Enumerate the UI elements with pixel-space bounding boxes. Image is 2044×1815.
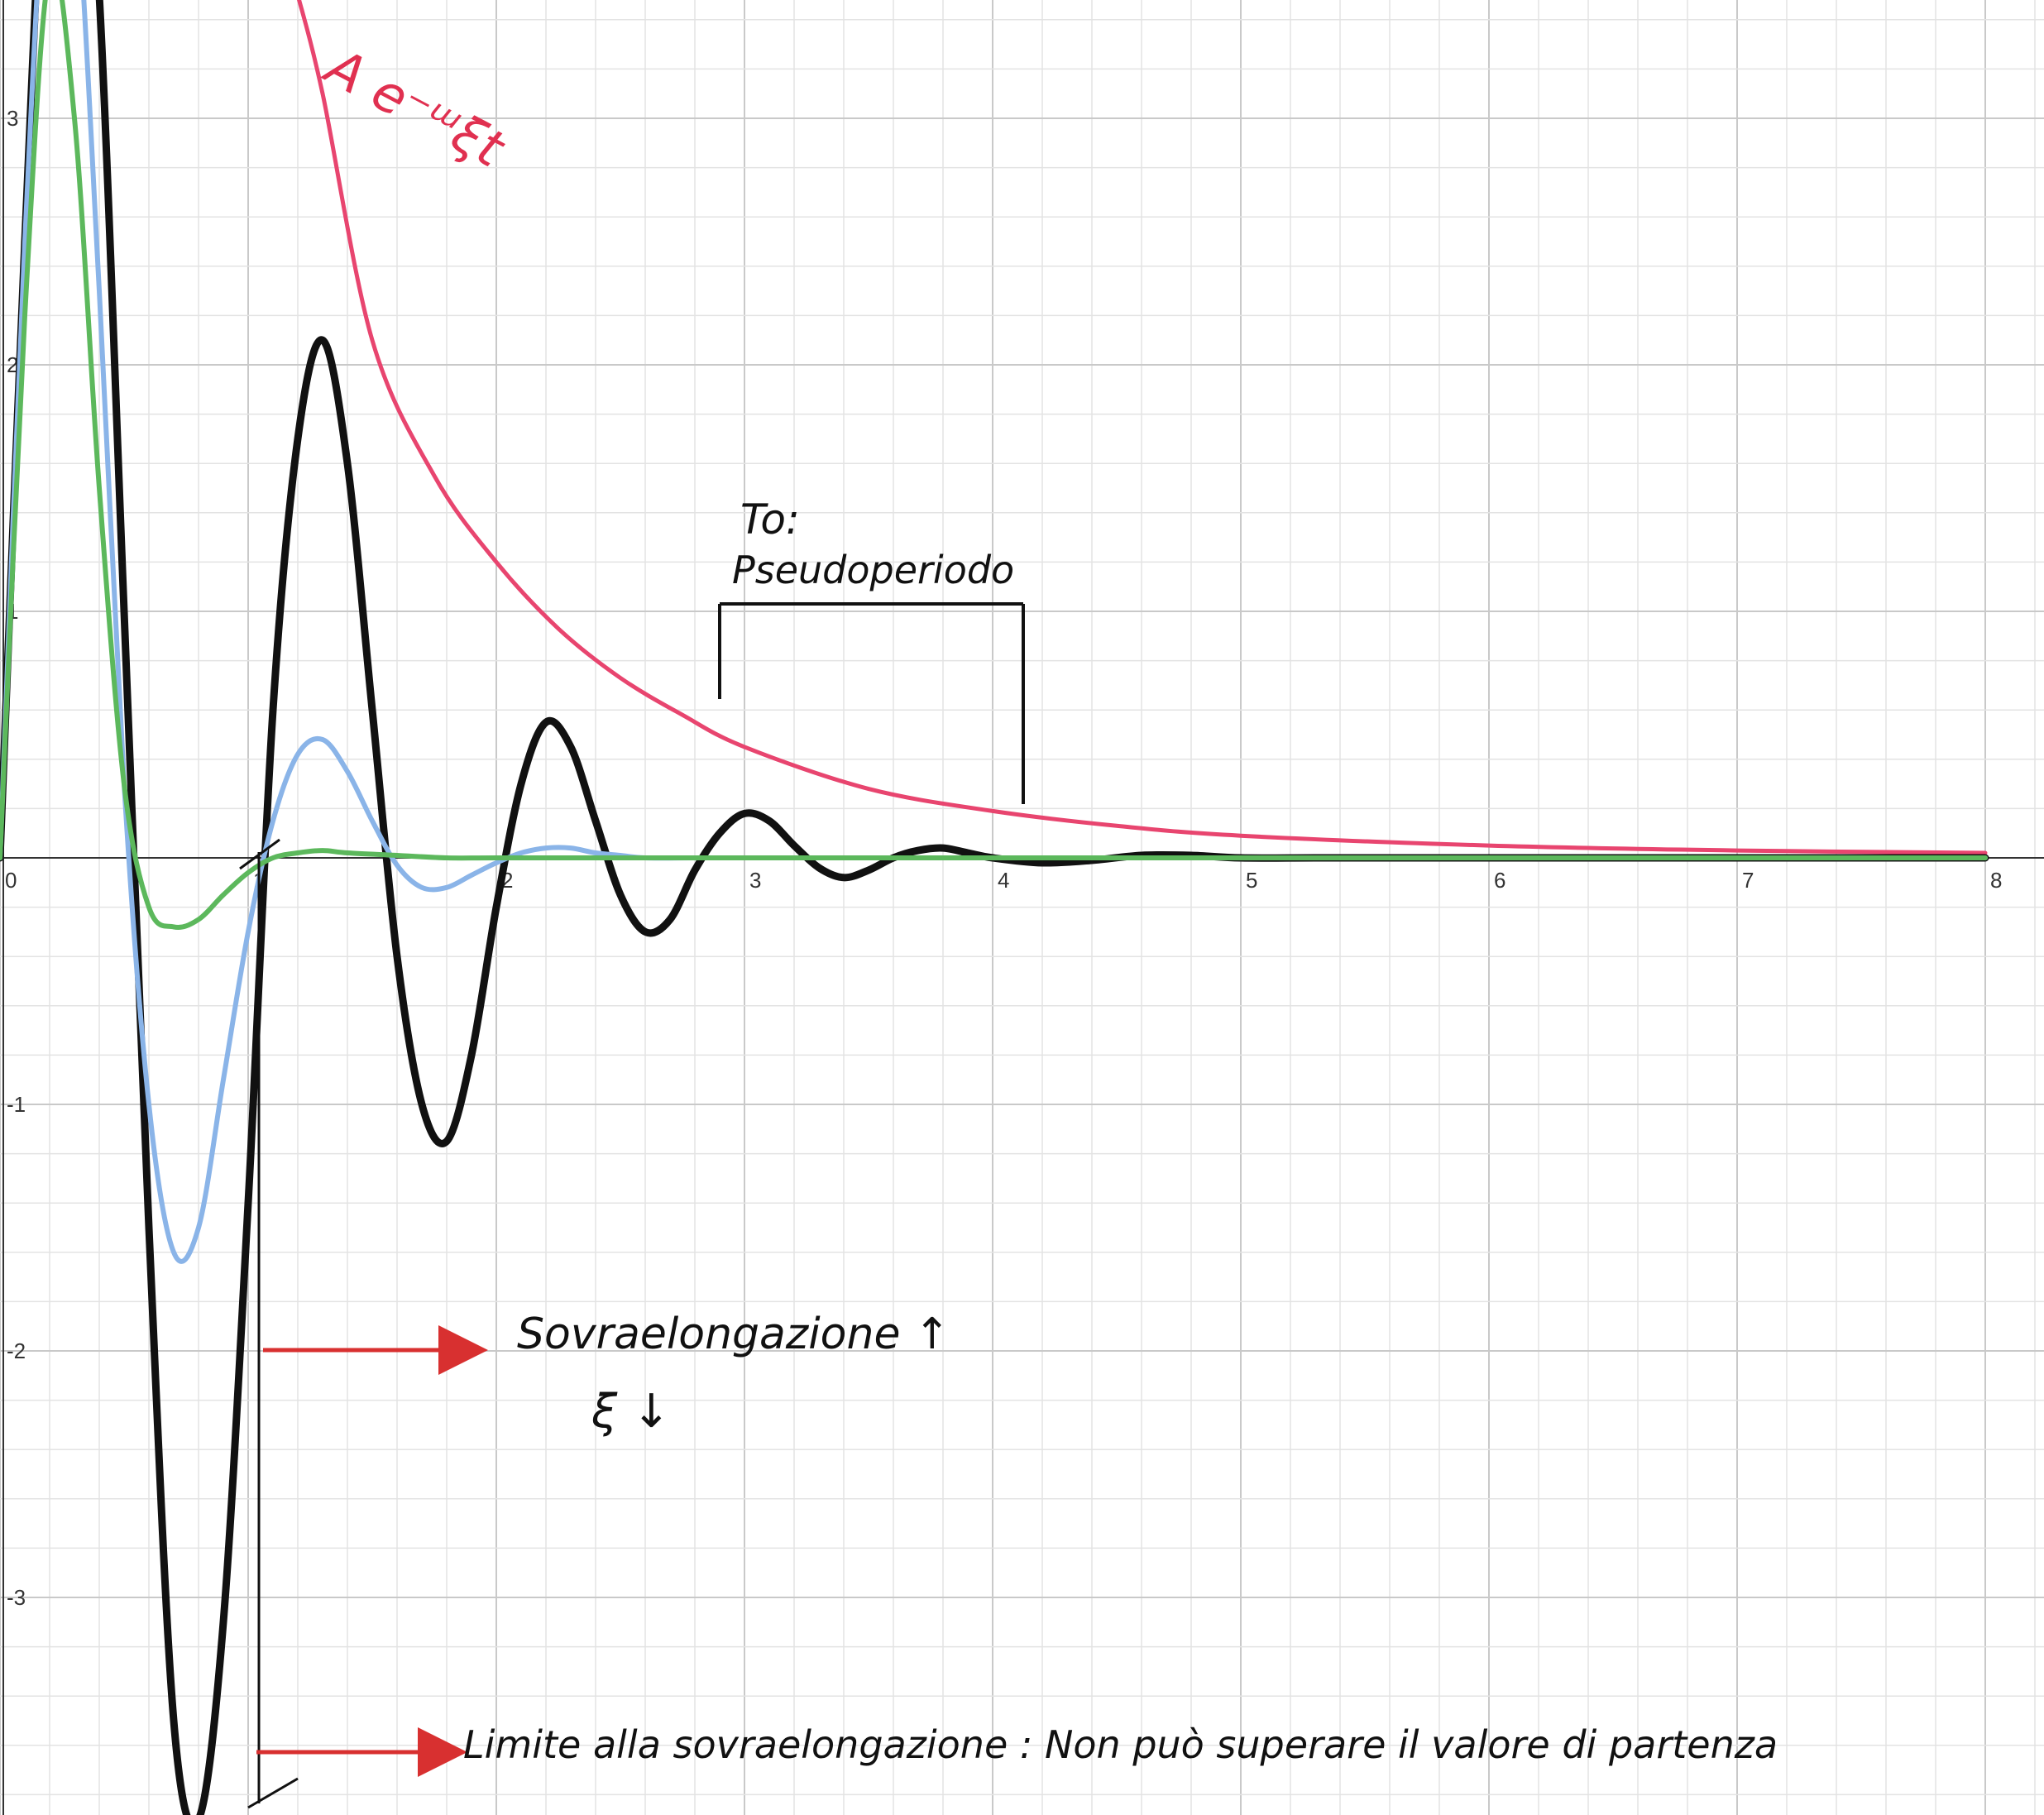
x-tick-label: 0	[5, 868, 17, 893]
x-tick-label: 4	[998, 868, 1009, 893]
response-curve-green	[0, 0, 1988, 931]
y-tick-labels: 321-1-2-3	[7, 106, 26, 1610]
period-label-line1: To:	[740, 496, 800, 544]
response-curve-black	[0, 0, 1989, 1815]
y-tick-label: 3	[7, 106, 18, 131]
envelope-curve	[296, 0, 1988, 855]
x-tick-labels: 012345678	[5, 868, 2002, 893]
overshoot-label: Sovraelongazione ↑	[517, 1310, 950, 1359]
curve-label: A e⁻ᵚξt	[314, 35, 515, 180]
x-tick-label: 3	[749, 868, 761, 893]
series-layer	[0, 0, 1989, 1815]
y-tick-label: -2	[7, 1339, 26, 1363]
x-tick-label: 6	[1494, 868, 1505, 893]
overshoot-marker-bottom	[247, 1777, 299, 1809]
x-tick-label: 5	[1246, 868, 1257, 893]
period-label-line2: Pseudoperiodo	[732, 548, 1014, 592]
x-tick-label: 7	[1742, 868, 1754, 893]
y-tick-label: 2	[7, 352, 18, 377]
y-tick-label: -1	[7, 1092, 26, 1117]
limit-label: Limite alla sovraelongazione : Non può s…	[463, 1722, 1778, 1767]
annotations: A e⁻ᵚξt To: Pseudoperiodo Sovraelongazio…	[239, 35, 1778, 1809]
y-tick-label: -3	[7, 1585, 26, 1610]
x-tick-label: 8	[1990, 868, 2002, 893]
overshoot-marker-top	[239, 838, 280, 870]
overshoot-sub: ξ ↓	[591, 1385, 671, 1439]
